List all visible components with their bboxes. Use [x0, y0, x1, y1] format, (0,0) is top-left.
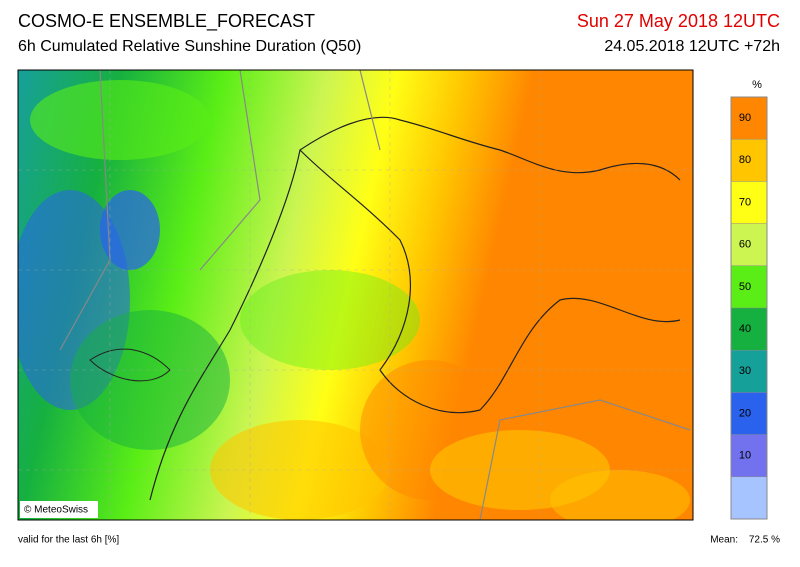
subtitle: 6h Cumulated Relative Sunshine Duration … — [18, 38, 361, 55]
colorbar-swatch — [731, 97, 767, 140]
valid-date: Sun 27 May 2018 12UTC — [577, 11, 780, 31]
run-time: 24.05.2018 12UTC +72h — [604, 38, 780, 55]
credit-box — [20, 501, 98, 518]
title: COSMO-E ENSEMBLE_FORECAST — [18, 11, 315, 32]
colorbar-swatch — [731, 476, 767, 519]
colorbar-tick-label: 50 — [739, 281, 751, 293]
colorbar-tick-label: 60 — [739, 239, 751, 251]
colorbar-swatch — [731, 265, 767, 308]
mean-label: Mean: — [710, 535, 738, 546]
validity: valid for the last 6h [%] — [18, 535, 119, 546]
colorbar-swatch — [731, 181, 767, 224]
mean-value: 72.5 % — [749, 535, 780, 546]
colorbar-tick-label: 80 — [739, 154, 751, 166]
credit: © MeteoSwiss — [24, 505, 88, 516]
colorbar: 10 20 30 40 50 60 70 80 90 — [730, 96, 768, 520]
colorbar-tick-label: 90 — [739, 112, 751, 124]
colorbar-swatch — [731, 223, 767, 266]
colorbar-swatch — [731, 434, 767, 477]
colorbar-swatch — [731, 392, 767, 435]
colorbar-tick-label: 70 — [739, 196, 751, 208]
map-frame — [17, 69, 694, 521]
colorbar-tick-label: 40 — [739, 323, 751, 335]
colorbar-tick-label: 30 — [739, 365, 751, 377]
colorbar-tick-label: 10 — [739, 450, 751, 462]
map — [18, 70, 693, 520]
colorbar-swatch — [731, 308, 767, 351]
colorbar-swatch — [731, 350, 767, 393]
colorbar-swatch — [731, 139, 767, 182]
colorbar-unit: % — [752, 79, 762, 91]
colorbar-tick-label: 20 — [739, 407, 751, 419]
